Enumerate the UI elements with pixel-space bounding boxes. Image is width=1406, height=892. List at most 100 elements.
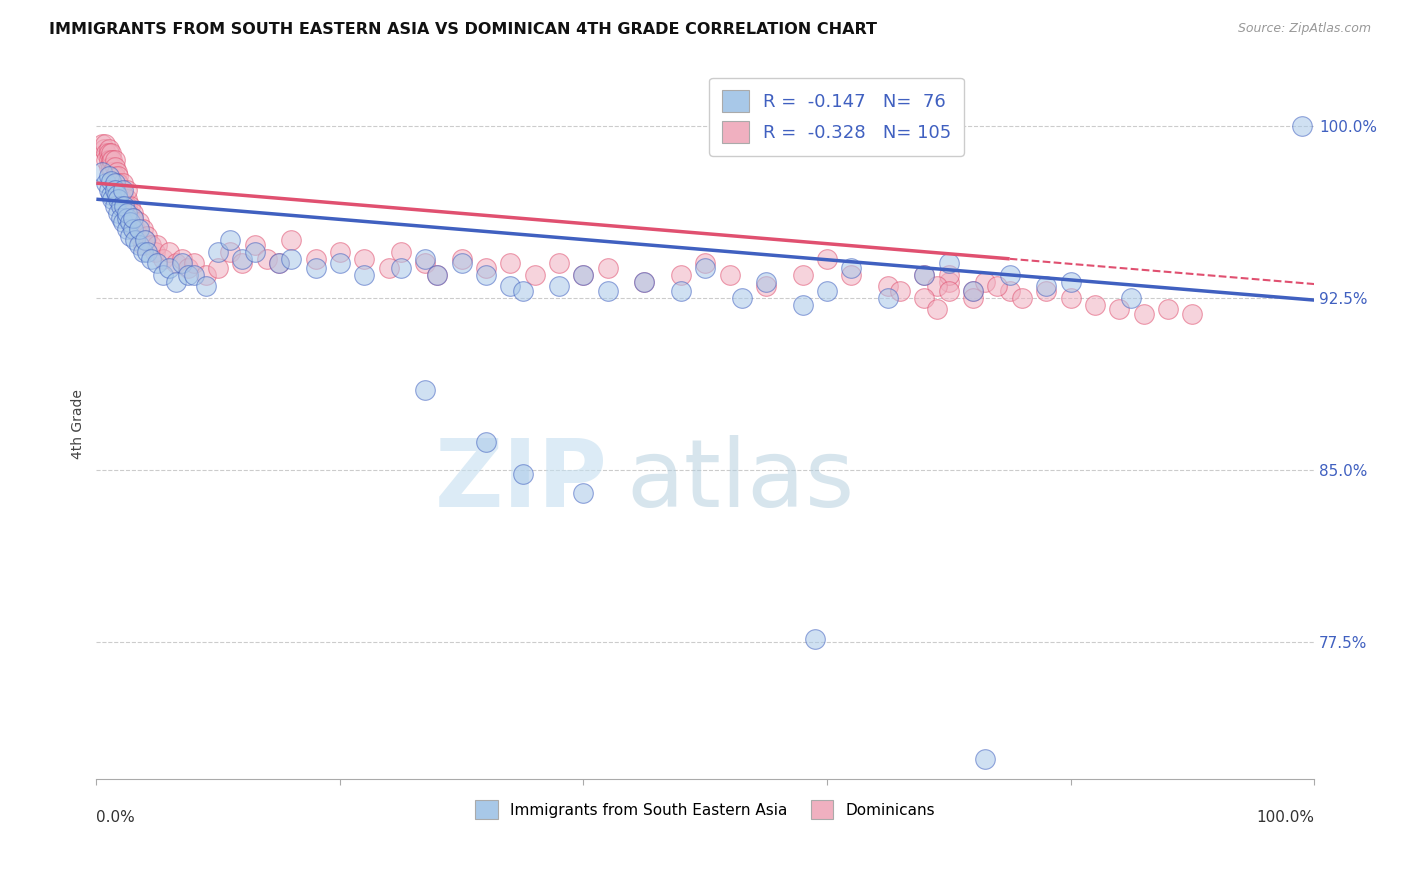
Point [104, 160, 127, 174]
Point [136, 228, 159, 243]
Point [804, 632, 827, 647]
Point [141, 238, 163, 252]
Point [475, 260, 498, 275]
Point [110, 199, 132, 213]
Point [143, 244, 166, 259]
Point [134, 234, 156, 248]
Point [267, 256, 290, 270]
Point [100, 153, 122, 168]
Point [426, 268, 449, 282]
Point [165, 256, 187, 270]
Point [104, 199, 127, 213]
Point [100, 160, 122, 174]
Point [389, 244, 412, 259]
Point [280, 252, 302, 266]
Point [165, 275, 187, 289]
Point [912, 268, 935, 282]
Point [962, 284, 984, 298]
Point [120, 215, 142, 229]
Point [100, 174, 122, 188]
Point [1108, 302, 1130, 317]
Point [876, 279, 898, 293]
Point [97, 142, 120, 156]
Point [1157, 302, 1180, 317]
Point [94, 176, 117, 190]
Point [413, 256, 436, 270]
Point [107, 192, 129, 206]
Point [450, 256, 472, 270]
Point [986, 279, 1008, 293]
Point [115, 222, 138, 236]
Point [124, 222, 146, 236]
Point [124, 234, 146, 248]
Point [131, 244, 153, 259]
Point [107, 169, 129, 184]
Legend: Immigrants from South Eastern Asia, Dominicans: Immigrants from South Eastern Asia, Domi… [470, 794, 942, 825]
Point [231, 252, 253, 266]
Point [146, 238, 169, 252]
Point [889, 284, 911, 298]
Point [134, 234, 156, 248]
Point [876, 291, 898, 305]
Point [115, 206, 138, 220]
Point [718, 268, 741, 282]
Point [219, 234, 242, 248]
Point [426, 268, 449, 282]
Point [107, 176, 129, 190]
Point [112, 215, 135, 229]
Point [1084, 298, 1107, 312]
Point [792, 268, 814, 282]
Point [118, 206, 141, 220]
Point [1291, 119, 1313, 133]
Point [353, 268, 375, 282]
Point [128, 228, 150, 243]
Point [1011, 291, 1033, 305]
Point [101, 192, 124, 206]
Point [104, 169, 127, 184]
Point [146, 256, 169, 270]
Point [104, 176, 127, 190]
Point [97, 153, 120, 168]
Point [183, 256, 205, 270]
Point [194, 279, 217, 293]
Point [572, 268, 595, 282]
Point [183, 268, 205, 282]
Point [105, 187, 128, 202]
Point [112, 199, 135, 213]
Point [122, 211, 145, 225]
Point [105, 176, 128, 190]
Point [669, 268, 692, 282]
Point [1035, 284, 1057, 298]
Text: ZIP: ZIP [434, 434, 607, 527]
Point [131, 238, 153, 252]
Point [231, 256, 253, 270]
Point [974, 275, 997, 289]
Point [101, 153, 124, 168]
Point [94, 137, 117, 152]
Point [170, 256, 193, 270]
Point [120, 199, 142, 213]
Point [115, 199, 138, 213]
Point [107, 206, 129, 220]
Point [695, 260, 717, 275]
Point [633, 275, 655, 289]
Point [267, 256, 290, 270]
Point [499, 279, 522, 293]
Point [499, 256, 522, 270]
Point [94, 153, 117, 168]
Point [110, 192, 132, 206]
Point [120, 228, 142, 243]
Point [792, 298, 814, 312]
Point [1059, 291, 1081, 305]
Point [131, 222, 153, 236]
Point [110, 211, 132, 225]
Point [152, 268, 174, 282]
Point [243, 244, 266, 259]
Point [1035, 279, 1057, 293]
Point [105, 164, 128, 178]
Point [938, 268, 960, 282]
Point [841, 268, 863, 282]
Point [633, 275, 655, 289]
Point [755, 279, 778, 293]
Point [101, 164, 124, 178]
